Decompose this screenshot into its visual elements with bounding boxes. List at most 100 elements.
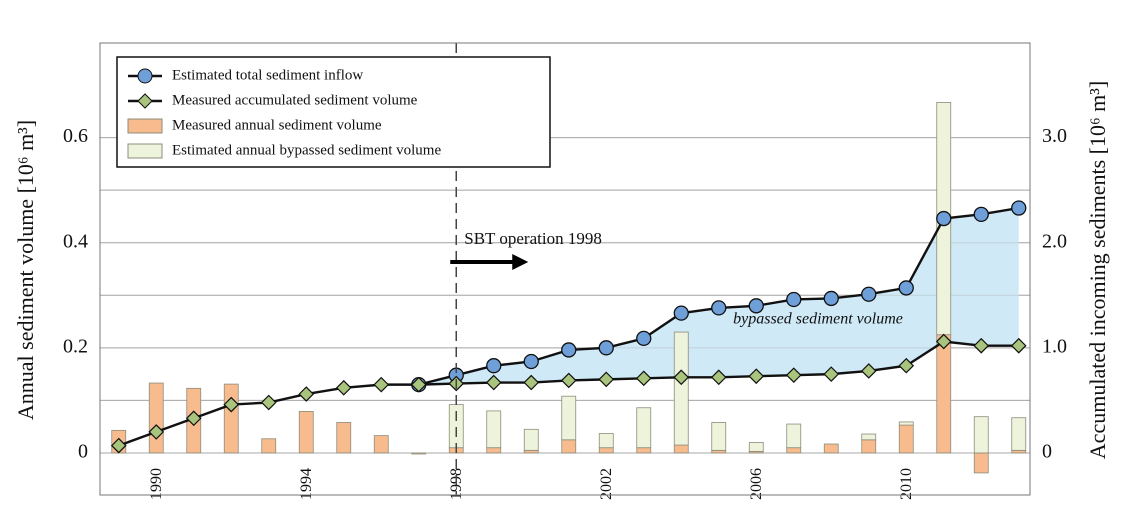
point bbox=[636, 330, 652, 347]
bar bbox=[636, 447, 652, 454]
legend-text: Measured accumulated sediment volume bbox=[172, 92, 418, 108]
bar bbox=[973, 416, 989, 454]
bar bbox=[673, 444, 689, 454]
bar bbox=[223, 383, 239, 454]
bar bbox=[486, 447, 502, 454]
point bbox=[936, 210, 952, 227]
x-tick-label: 1990 bbox=[148, 468, 165, 500]
point bbox=[223, 396, 240, 413]
bar bbox=[786, 447, 802, 454]
bar bbox=[861, 433, 877, 441]
y-tick-label: 0.2 bbox=[63, 335, 88, 357]
bar bbox=[373, 435, 389, 454]
legend-box bbox=[116, 56, 551, 168]
point bbox=[260, 394, 277, 411]
y-tick-label: 0 bbox=[78, 441, 88, 463]
point bbox=[523, 374, 540, 391]
point bbox=[673, 305, 689, 321]
point bbox=[598, 371, 615, 388]
bar bbox=[598, 433, 614, 449]
y2-tick-label: 0 bbox=[1042, 441, 1052, 463]
legend-text: Estimated annual bypassed sediment volum… bbox=[172, 142, 441, 158]
bar bbox=[636, 407, 652, 449]
point bbox=[748, 298, 764, 314]
legend-swatch bbox=[127, 118, 163, 134]
y2-tick-label: 1.0 bbox=[1042, 335, 1067, 357]
bar bbox=[898, 421, 914, 426]
bar bbox=[336, 422, 352, 454]
legend: Estimated total sediment inflow Measured … bbox=[116, 56, 551, 168]
point bbox=[711, 300, 727, 316]
point bbox=[335, 379, 352, 396]
point bbox=[860, 363, 877, 379]
point bbox=[748, 368, 765, 385]
bar bbox=[861, 439, 877, 454]
bar bbox=[598, 447, 614, 454]
point bbox=[823, 290, 839, 307]
point bbox=[823, 366, 840, 382]
point bbox=[523, 353, 539, 370]
legend-marker bbox=[137, 93, 153, 109]
bar bbox=[561, 395, 577, 441]
bar bbox=[298, 411, 314, 454]
point bbox=[973, 337, 990, 354]
bar bbox=[898, 424, 914, 454]
point bbox=[485, 374, 502, 391]
legend-text: Measured annual sediment volume bbox=[172, 117, 382, 133]
annotation: SBT operation 1998 bbox=[464, 229, 602, 248]
bar bbox=[561, 439, 577, 454]
plot-frame bbox=[99, 42, 1031, 496]
bypass-band bbox=[418, 208, 1019, 385]
bar bbox=[673, 331, 689, 446]
point bbox=[561, 342, 577, 358]
y2-tick-label: 2.0 bbox=[1042, 230, 1067, 252]
point bbox=[110, 437, 127, 454]
point bbox=[785, 367, 802, 384]
y2-axis-label: Accumulated incoming sediments [10⁶ m³] bbox=[1085, 81, 1110, 459]
point bbox=[560, 372, 577, 389]
bar bbox=[711, 422, 727, 451]
bar bbox=[411, 452, 427, 455]
point bbox=[861, 286, 877, 302]
bar bbox=[973, 452, 989, 474]
point bbox=[786, 291, 802, 308]
bar bbox=[261, 438, 277, 454]
point bbox=[898, 280, 914, 296]
point bbox=[898, 357, 915, 374]
point bbox=[1010, 337, 1027, 354]
arrow-head bbox=[512, 254, 529, 270]
point bbox=[373, 376, 390, 393]
point bbox=[635, 370, 652, 387]
legend-swatch bbox=[127, 143, 163, 159]
legend-marker bbox=[137, 68, 153, 84]
point bbox=[1011, 200, 1027, 216]
point bbox=[486, 358, 502, 374]
point bbox=[410, 376, 427, 393]
bar bbox=[786, 423, 802, 449]
y-tick-label: 0.6 bbox=[63, 125, 88, 147]
point bbox=[935, 333, 952, 350]
bar bbox=[936, 334, 952, 454]
point bbox=[185, 410, 202, 427]
x-tick-label: 2002 bbox=[598, 468, 615, 500]
y2-tick-label: 3.0 bbox=[1042, 125, 1067, 147]
x-tick-label: 2006 bbox=[748, 468, 765, 500]
bar bbox=[523, 428, 539, 451]
bar bbox=[823, 443, 839, 454]
point bbox=[598, 340, 614, 356]
bar bbox=[1011, 417, 1027, 451]
point bbox=[710, 369, 727, 386]
y-axis-label: Annual sediment volume [10⁶ m³] bbox=[13, 120, 38, 420]
bar bbox=[748, 442, 764, 452]
bar bbox=[486, 410, 502, 449]
point bbox=[973, 206, 989, 222]
legend-text: Estimated total sediment inflow bbox=[172, 67, 363, 83]
y-tick-label: 0.4 bbox=[63, 230, 88, 252]
point bbox=[148, 424, 165, 440]
annotation: bypassed sediment volume bbox=[733, 311, 903, 328]
point bbox=[298, 386, 315, 402]
x-tick-label: 2010 bbox=[898, 468, 915, 500]
point bbox=[673, 369, 690, 386]
bar bbox=[148, 382, 164, 454]
